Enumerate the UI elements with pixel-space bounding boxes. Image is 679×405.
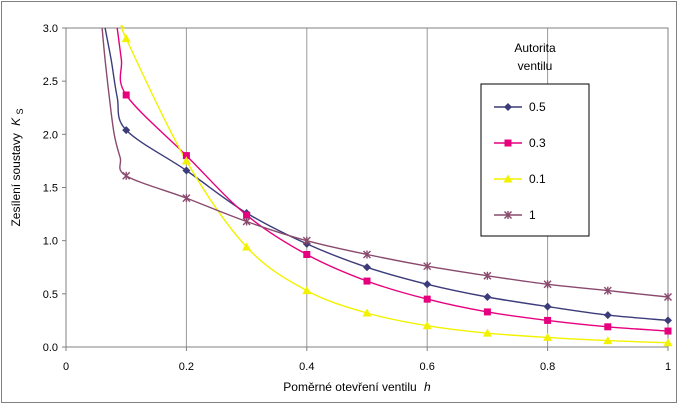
y-tick-label: 0.0 [43, 342, 58, 354]
data-point [122, 171, 131, 180]
data-point [482, 328, 492, 337]
legend-label: 0.3 [529, 136, 546, 150]
data-point [543, 302, 552, 311]
data-point [242, 217, 251, 226]
y-axis-ticks: 0.0 0.5 1.0 1.5 2.0 2.5 3.0 [43, 23, 66, 354]
x-tick-label: 1 [665, 361, 671, 373]
data-point [663, 338, 673, 347]
legend-title-line1: Autorita [514, 41, 556, 55]
y-axis-title: Zesílení soustavy K S [9, 108, 25, 226]
data-point [543, 332, 553, 341]
data-point [122, 91, 130, 99]
data-point [603, 336, 613, 345]
data-point [544, 316, 552, 324]
y-tick-label: 1.0 [43, 236, 58, 248]
legend-swatch-marker [504, 139, 512, 147]
x-tick-label: 0.6 [420, 361, 435, 373]
data-point [664, 327, 672, 335]
y-tick-label: 1.5 [43, 183, 58, 195]
data-point [483, 271, 492, 280]
data-point [604, 323, 612, 331]
x-axis-title: Poměrné otevření ventilu h [283, 380, 431, 394]
data-point [122, 126, 131, 135]
series-markers [121, 34, 673, 347]
data-point [664, 316, 672, 325]
y-tick-label: 2.5 [43, 76, 58, 88]
data-point [363, 277, 371, 285]
x-tick-label: 0.4 [299, 361, 314, 373]
data-point [423, 280, 432, 289]
legend-swatch-marker [504, 103, 512, 111]
data-point [121, 34, 131, 43]
data-point [483, 308, 491, 316]
data-point [302, 236, 311, 245]
data-point [302, 286, 312, 295]
data-point [362, 308, 372, 317]
y-tick-label: 3.0 [43, 23, 58, 35]
data-point [182, 194, 191, 203]
data-point [242, 242, 252, 251]
y-axis-variable: K [9, 117, 23, 126]
legend-label: 1 [529, 208, 536, 222]
legend-title-line2: ventilu [518, 59, 553, 73]
x-tick-label: 0 [63, 361, 69, 373]
y-axis-label: Zesílení soustavy [9, 133, 23, 226]
data-point [664, 293, 672, 302]
data-point [243, 211, 251, 219]
legend-label: 0.5 [529, 100, 546, 114]
legend-swatch-marker [503, 174, 513, 183]
data-point [182, 166, 191, 175]
x-tick-label: 0.8 [540, 361, 555, 373]
data-point [423, 262, 432, 271]
data-point [363, 250, 371, 259]
data-point [423, 295, 431, 303]
data-point [181, 156, 191, 165]
y-tick-label: 0.5 [43, 289, 58, 301]
y-axis-subscript: S [15, 108, 25, 114]
x-tick-label: 0.2 [179, 361, 194, 373]
x-axis-ticks: 0 0.2 0.4 0.6 0.8 1 [63, 347, 671, 373]
data-point [603, 311, 612, 320]
legend-items: 0.5 0.3 0.1 1 [494, 100, 546, 222]
data-point [303, 250, 311, 258]
legend-label: 0.1 [529, 172, 546, 186]
data-point [603, 286, 612, 295]
data-point [483, 293, 492, 302]
x-axis-label: Poměrné otevření ventilu [283, 380, 416, 394]
x-axis-variable: h [424, 380, 431, 394]
series-line-2 [120, 24, 669, 344]
y-tick-label: 2.0 [43, 129, 58, 141]
data-point [543, 280, 552, 289]
legend-swatch-marker [504, 211, 512, 219]
legend: Autorita ventilu 0.5 0.3 0.1 1 [480, 41, 590, 237]
data-point [182, 152, 190, 160]
data-point [422, 321, 432, 330]
legend-box [480, 83, 590, 237]
data-point [363, 263, 371, 272]
